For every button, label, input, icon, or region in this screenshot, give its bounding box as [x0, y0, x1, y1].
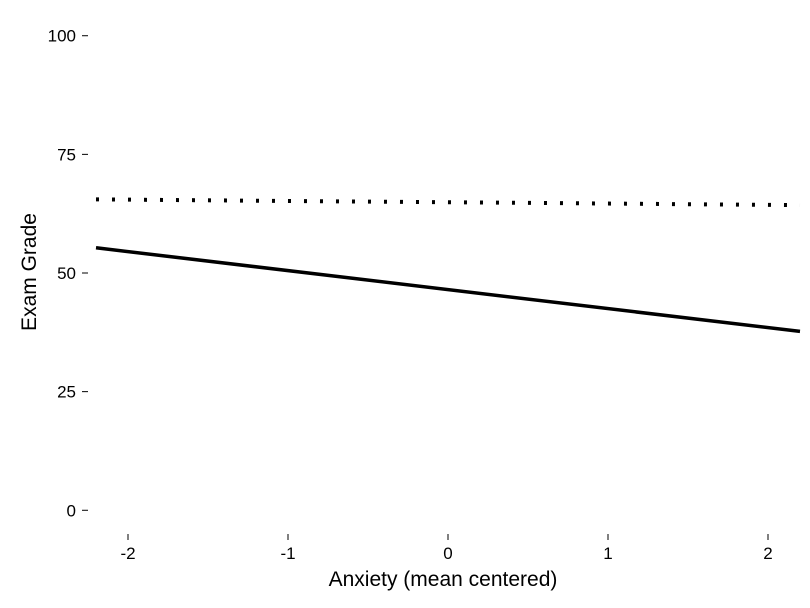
y-tick-label: 75: [57, 145, 76, 164]
x-axis-title: Anxiety (mean centered): [329, 568, 558, 591]
x-tick-label: 0: [443, 544, 452, 563]
y-axis: 0 25 50 75 100: [48, 27, 88, 520]
x-tick-label: 1: [603, 544, 612, 563]
y-tick-label: 50: [57, 264, 76, 283]
x-tick-label: 2: [763, 544, 772, 563]
x-tick-label: -1: [280, 544, 295, 563]
y-tick-label: 25: [57, 383, 76, 402]
y-tick-label: 100: [48, 27, 76, 46]
x-tick-label: -2: [120, 544, 135, 563]
y-tick-label: 0: [67, 501, 76, 520]
x-axis: -2 -1 0 1 2: [120, 534, 773, 563]
series-layer: [95, 197, 801, 334]
series-line-dotted: [95, 197, 801, 208]
series-line-solid: [95, 246, 801, 334]
y-axis-title: Exam Grade: [18, 213, 41, 331]
